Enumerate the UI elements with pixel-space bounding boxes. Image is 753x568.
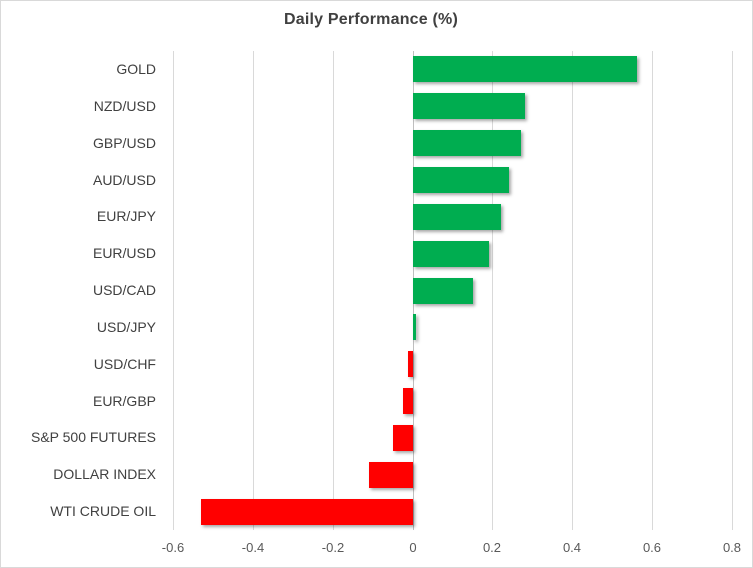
category-label-eur-usd: EUR/USD [92,245,156,262]
x-tick-label: -0.6 [161,540,185,555]
category-label-dollar-index: DOLLAR INDEX [53,466,156,483]
x-tick-label: 0.6 [642,540,662,555]
bar-wti-crude-oil [201,499,413,525]
gridline [572,51,573,530]
bar-usd-cad [413,278,473,304]
bar-s-p-500-futures [393,425,413,451]
category-label-s-p-500-futures: S&P 500 FUTURES [30,429,156,446]
bar-eur-gbp [403,388,413,414]
category-label-nzd-usd: NZD/USD [93,97,156,114]
category-label-aud-usd: AUD/USD [92,171,156,188]
gridline [333,51,334,530]
x-tick-label: 0.2 [482,540,502,555]
bar-gbp-usd [413,130,521,156]
gridline [732,51,733,530]
category-label-usd-cad: USD/CAD [92,282,156,299]
gridline [173,51,174,530]
bar-usd-jpy [413,314,416,340]
bar-nzd-usd [413,93,525,119]
x-tick-label: -0.2 [321,540,345,555]
bar-gold [413,56,637,82]
chart-title: Daily Performance (%) [283,11,459,28]
bar-eur-jpy [413,204,501,230]
bar-dollar-index [369,462,413,488]
category-label-gold: GOLD [116,61,156,77]
bar-eur-usd [413,241,489,267]
gridline [492,51,493,530]
x-tick-label: -0.4 [241,540,265,555]
x-tick-label: 0.4 [562,540,582,555]
category-label-usd-jpy: USD/JPY [96,318,156,335]
gridline [253,51,254,530]
category-label-gbp-usd: GBP/USD [92,134,156,151]
bar-usd-chf [408,351,413,377]
category-label-eur-gbp: EUR/GBP [92,392,156,409]
bar-aud-usd [413,167,509,193]
x-tick-label: 0.8 [722,540,742,555]
category-label-usd-chf: USD/CHF [93,355,156,372]
gridline [652,51,653,530]
category-label-wti-crude-oil: WTI CRUDE OIL [50,503,156,520]
x-tick-label: 0 [409,540,417,555]
category-label-eur-jpy: EUR/JPY [96,208,156,225]
